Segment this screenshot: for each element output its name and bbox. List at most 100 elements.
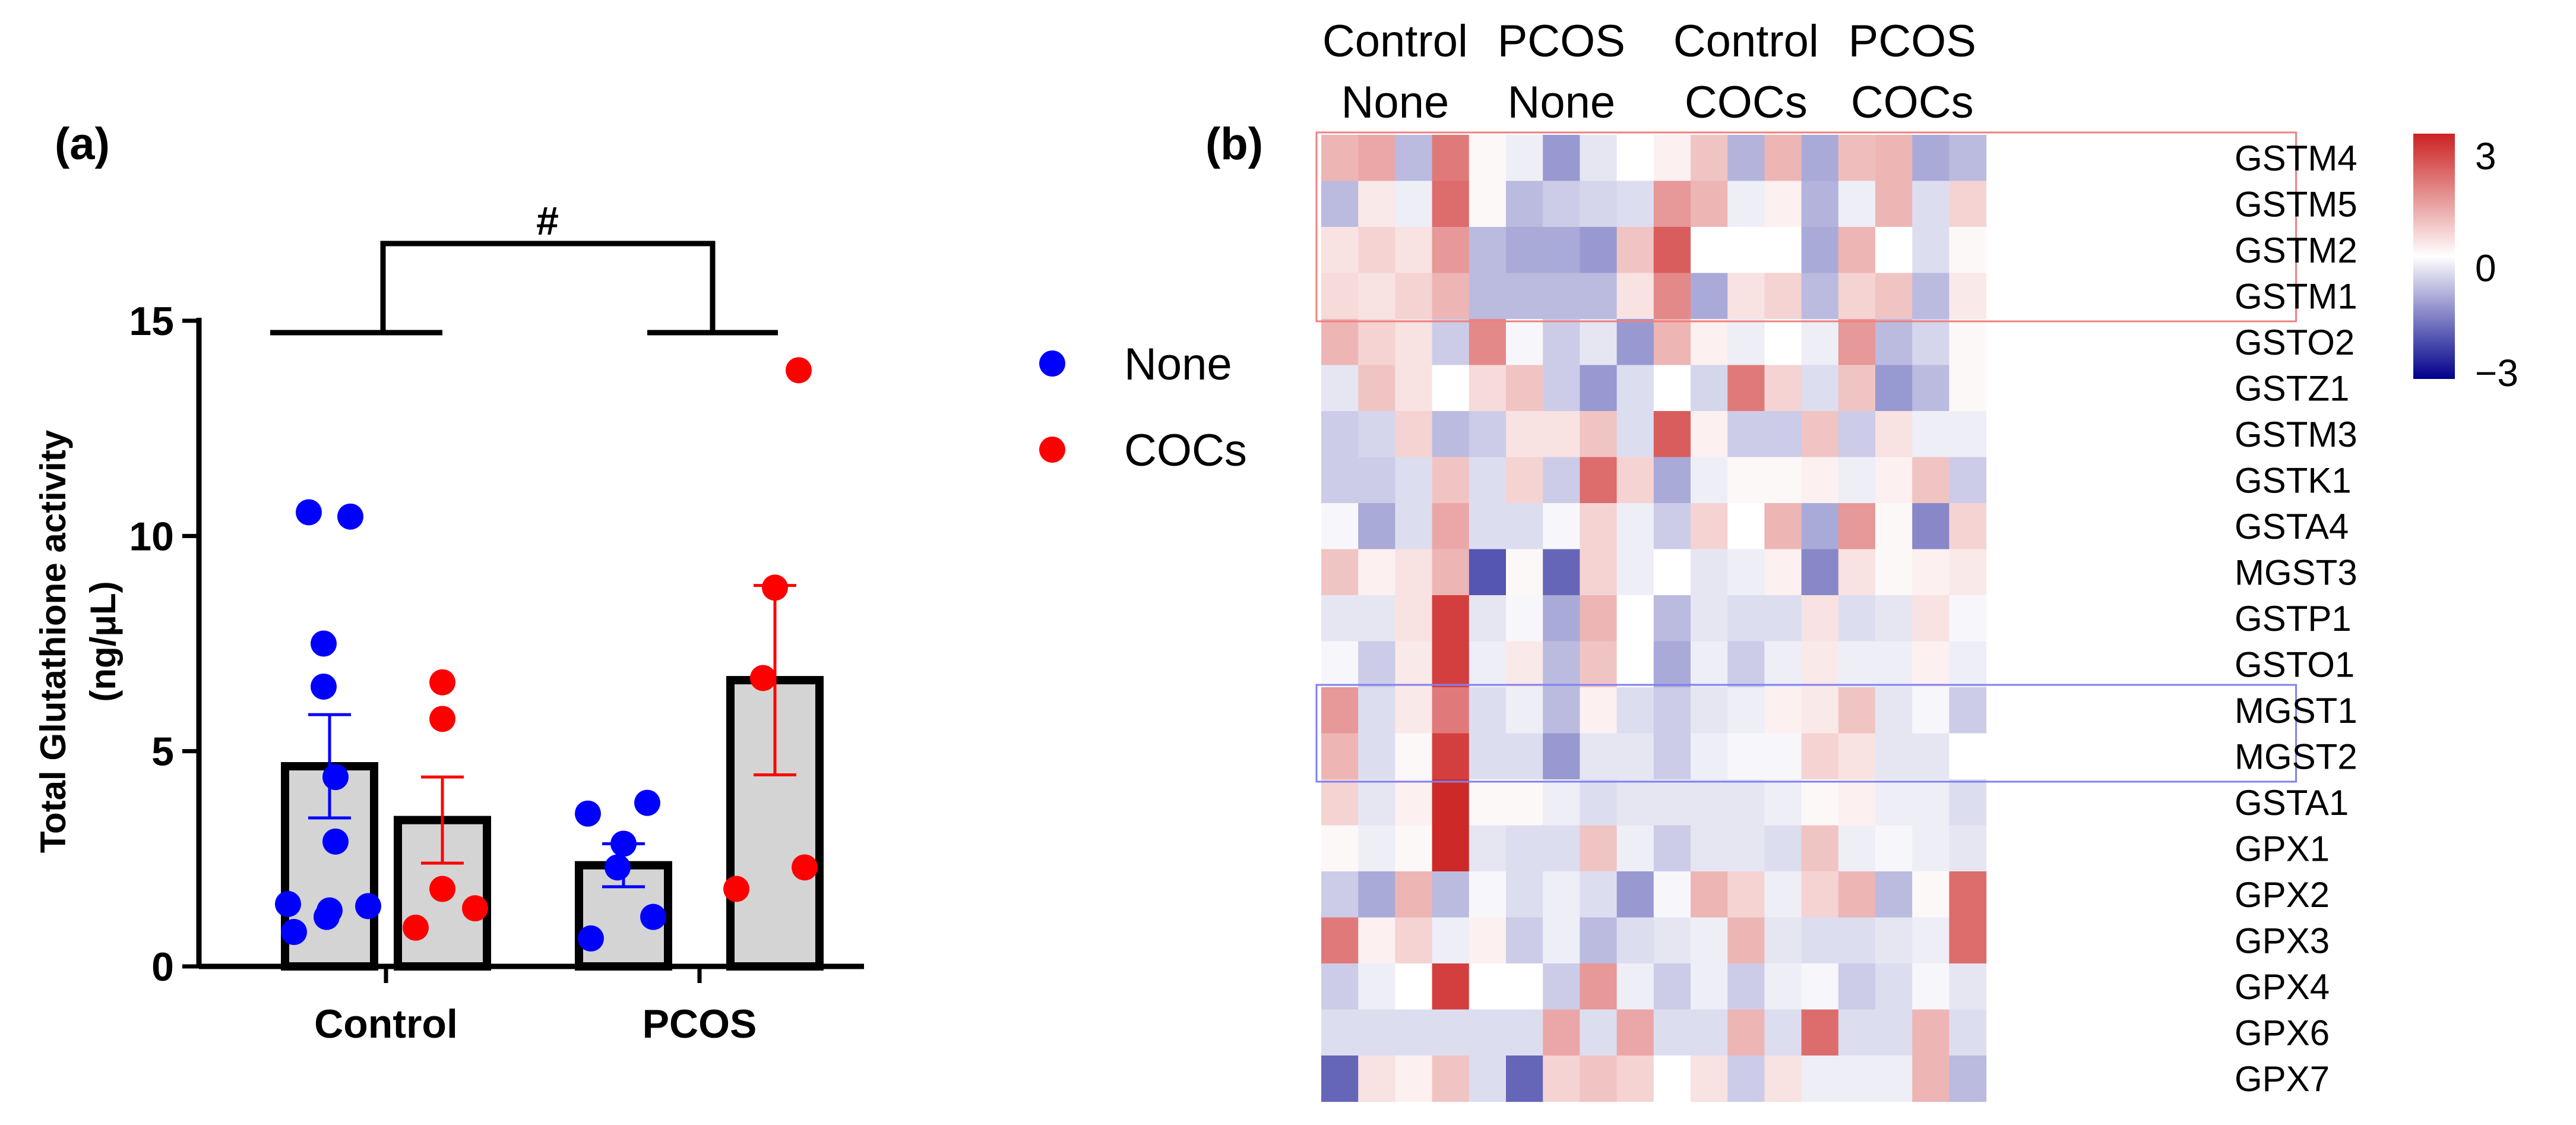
heatmap-cell-gpx4 bbox=[1432, 963, 1470, 1010]
heatmap-cell-gpx7 bbox=[1727, 1056, 1765, 1102]
heatmap-cell-gstk1 bbox=[1875, 457, 1913, 504]
heatmap-cell-gstz1 bbox=[1469, 365, 1507, 412]
heatmap-cell-mgst3 bbox=[1912, 549, 1950, 596]
data-point-pcos-none bbox=[640, 903, 666, 930]
heatmap-cell-mgst3 bbox=[1616, 549, 1654, 596]
heatmap-cell-gsto1 bbox=[1949, 641, 1987, 688]
column-group-0-line1: Control bbox=[1322, 16, 1468, 67]
heatmap-cell-mgst1 bbox=[1727, 687, 1765, 734]
heatmap-cell-gstm2 bbox=[1321, 227, 1359, 274]
heatmap-cell-gstm2 bbox=[1469, 227, 1507, 274]
heatmap-cell-gstm3 bbox=[1801, 411, 1839, 458]
heatmap-cell-gstm1 bbox=[1358, 273, 1395, 320]
heatmap-cell-gsta1 bbox=[1875, 779, 1913, 826]
heatmap-cell-gsta4 bbox=[1949, 503, 1987, 550]
heatmap-cell-gpx3 bbox=[1543, 917, 1580, 964]
heatmap-cell-gpx6 bbox=[1727, 1009, 1765, 1056]
heatmap-cell-gpx6 bbox=[1801, 1009, 1839, 1056]
heatmap-cell-gstm3 bbox=[1543, 411, 1580, 458]
data-point-control-none bbox=[281, 919, 307, 946]
heatmap-cell-gstp1 bbox=[1321, 595, 1359, 642]
heatmap-cell-gpx6 bbox=[1395, 1009, 1433, 1056]
row-label-gpx1: GPX1 bbox=[2235, 829, 2330, 868]
heatmap-cell-mgst3 bbox=[1432, 549, 1470, 596]
heatmap-cell-gstk1 bbox=[1543, 457, 1580, 504]
row-label-gsto1: GSTO1 bbox=[2235, 644, 2355, 684]
heatmap-cell-gstm1 bbox=[1912, 273, 1950, 320]
heatmap-cell-gstm5 bbox=[1358, 181, 1395, 227]
heatmap-cell-gstm3 bbox=[1469, 411, 1507, 458]
heatmap-cell-gpx3 bbox=[1838, 917, 1876, 964]
legend: None COCs bbox=[1039, 339, 1247, 476]
heatmap-cell-gsta1 bbox=[1358, 779, 1395, 826]
row-label-gpx3: GPX3 bbox=[2235, 921, 2330, 960]
column-group-2-line1: Control bbox=[1673, 16, 1819, 67]
heatmap-cell-gsta4 bbox=[1543, 503, 1580, 550]
heatmap-cell-mgst2 bbox=[1358, 733, 1395, 780]
heatmap-cell-mgst2 bbox=[1691, 733, 1728, 780]
row-label-gstk1: GSTK1 bbox=[2235, 460, 2352, 500]
heatmap-cell-mgst1 bbox=[1580, 687, 1618, 734]
column-group-1-line2: None bbox=[1507, 77, 1615, 128]
heatmap-cell-gsto2 bbox=[1727, 319, 1765, 366]
row-label-gpx6: GPX6 bbox=[2235, 1013, 2330, 1053]
heatmap-cell-gsto1 bbox=[1395, 641, 1433, 688]
heatmap-cell-mgst2 bbox=[1395, 733, 1433, 780]
heatmap-cell-gpx1 bbox=[1469, 825, 1507, 872]
column-group-headers: Control None PCOS None Control COCs PCOS COCs bbox=[1322, 16, 1976, 128]
heatmap-cell-gsta4 bbox=[1801, 503, 1839, 550]
heatmap-cell-mgst3 bbox=[1949, 549, 1987, 596]
heatmap-cell-gpx7 bbox=[1580, 1056, 1618, 1102]
heatmap-cell-gstz1 bbox=[1875, 365, 1913, 412]
heatmap-cell-gstp1 bbox=[1616, 595, 1654, 642]
heatmap-cell-mgst1 bbox=[1875, 687, 1913, 734]
heatmap-cell-gpx4 bbox=[1321, 963, 1359, 1010]
heatmap-cell-gpx2 bbox=[1506, 871, 1543, 918]
heatmap-cell-gstm2 bbox=[1358, 227, 1395, 274]
heatmap-cell-mgst1 bbox=[1469, 687, 1507, 734]
heatmap-cell-gsta4 bbox=[1321, 503, 1359, 550]
heatmap-cell-gstm3 bbox=[1875, 411, 1913, 458]
heatmap-cell-gstp1 bbox=[1543, 595, 1580, 642]
heatmap-cell-mgst2 bbox=[1653, 733, 1691, 780]
heatmap-cell-gstk1 bbox=[1838, 457, 1876, 504]
heatmap-cell-gstm2 bbox=[1764, 227, 1802, 274]
heatmap-cell-mgst2 bbox=[1432, 733, 1470, 780]
heatmap-cell-gstm2 bbox=[1691, 227, 1728, 274]
heatmap-cell-gpx4 bbox=[1616, 963, 1654, 1010]
heatmap-cell-gpx1 bbox=[1912, 825, 1950, 872]
heatmap-cell-gpx7 bbox=[1543, 1056, 1580, 1102]
heatmap-cell-gstm1 bbox=[1580, 273, 1618, 320]
heatmap-cell-gstk1 bbox=[1912, 457, 1950, 504]
heatmap-cell-gpx7 bbox=[1764, 1056, 1802, 1102]
heatmap-cell-gpx3 bbox=[1691, 917, 1728, 964]
heatmap-cell-gstk1 bbox=[1691, 457, 1728, 504]
heatmap-cell-gsto2 bbox=[1543, 319, 1580, 366]
data-point-pcos-cocs bbox=[786, 357, 812, 384]
row-label-gstm3: GSTM3 bbox=[2235, 415, 2357, 454]
heatmap-cell-gsta1 bbox=[1912, 779, 1950, 826]
heatmap-cell-gsta1 bbox=[1432, 779, 1470, 826]
heatmap-cell-gpx2 bbox=[1358, 871, 1395, 918]
heatmap-cell-gpx6 bbox=[1949, 1009, 1987, 1056]
heatmap-cell-gpx1 bbox=[1764, 825, 1802, 872]
heatmap-cell-gsto2 bbox=[1432, 319, 1470, 366]
bar-chart-panel: (a) # 0 5 10 15 Control PCOS Total Glutathion… bbox=[33, 119, 1247, 1047]
heatmap-cell-gpx3 bbox=[1653, 917, 1691, 964]
data-point-control-cocs bbox=[429, 669, 455, 696]
colorbar-bar bbox=[2413, 134, 2455, 379]
heatmap-cell-gstp1 bbox=[1838, 595, 1876, 642]
heatmap-cell-gstm1 bbox=[1616, 273, 1654, 320]
heatmap-cell-gpx7 bbox=[1912, 1056, 1950, 1102]
heatmap-cell-mgst3 bbox=[1506, 549, 1543, 596]
heatmap-cell-gstm2 bbox=[1838, 227, 1876, 274]
heatmap-cell-gpx4 bbox=[1764, 963, 1802, 1010]
heatmap-cell-gstm1 bbox=[1653, 273, 1691, 320]
heatmap-cell-gstz1 bbox=[1764, 365, 1802, 412]
data-point-control-none bbox=[314, 903, 340, 930]
heatmap-cell-gsto1 bbox=[1912, 641, 1950, 688]
heatmap-cell-gpx6 bbox=[1764, 1009, 1802, 1056]
heatmap-cell-gpx3 bbox=[1469, 917, 1507, 964]
heatmap-cell-gstm5 bbox=[1838, 181, 1876, 227]
heatmap-cell-gpx1 bbox=[1801, 825, 1839, 872]
